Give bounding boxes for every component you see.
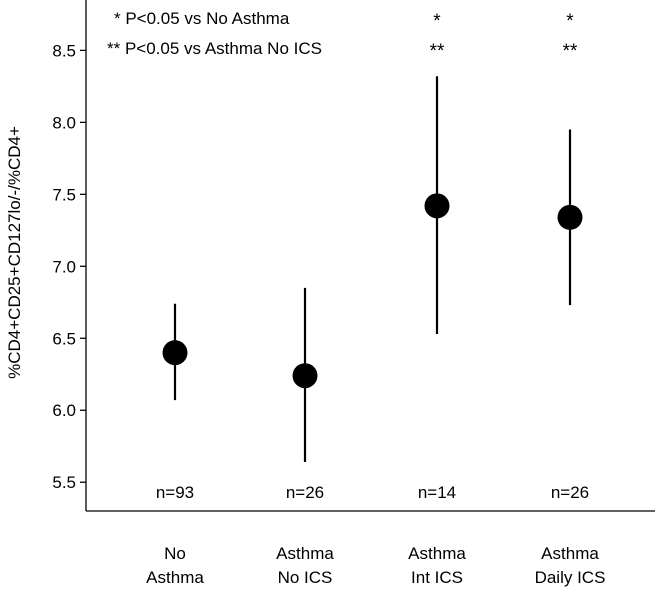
category-label: No xyxy=(164,544,186,563)
data-points xyxy=(162,193,583,389)
category-label: Asthma xyxy=(146,568,204,587)
sample-size-label: n=26 xyxy=(286,483,324,502)
axes: 5.5 6.0 6.5 7.0 7.5 8.0 8.5 %CD4+CD25+CD127lo/-… xyxy=(5,0,655,512)
category-label: Daily ICS xyxy=(535,568,606,587)
data-point xyxy=(292,363,318,389)
legend-entry: * P<0.05 vs No Asthma xyxy=(114,9,290,28)
y-tick-label: 7.0 xyxy=(52,257,76,276)
y-tick-label: 6.5 xyxy=(52,329,76,348)
category-label: Asthma xyxy=(541,544,599,563)
sample-size-label: n=26 xyxy=(551,483,589,502)
y-axis-label: %CD4+CD25+CD127lo/-/%CD4+ xyxy=(5,126,24,379)
data-point xyxy=(557,204,583,230)
category-label: Asthma xyxy=(276,544,334,563)
sample-size-label: n=93 xyxy=(156,483,194,502)
y-tick-label: 6.0 xyxy=(52,401,76,420)
error-bars xyxy=(173,76,572,463)
significance-marker: * xyxy=(433,11,441,32)
legend-entry: ** P<0.05 vs Asthma No ICS xyxy=(107,39,322,58)
category-label: Asthma xyxy=(408,544,466,563)
data-point xyxy=(424,193,450,219)
category-label: No ICS xyxy=(278,568,333,587)
y-tick-label: 8.0 xyxy=(52,113,76,132)
y-tick-label: 7.5 xyxy=(52,185,76,204)
significance-marker: ** xyxy=(430,41,445,62)
significance-marker: * xyxy=(566,11,574,32)
significance-marker: ** xyxy=(563,41,578,62)
y-tick-label: 5.5 xyxy=(52,473,76,492)
category-label: Int ICS xyxy=(411,568,463,587)
y-tick-label: 8.5 xyxy=(52,41,76,60)
data-point xyxy=(162,340,188,366)
sample-size-label: n=14 xyxy=(418,483,456,502)
